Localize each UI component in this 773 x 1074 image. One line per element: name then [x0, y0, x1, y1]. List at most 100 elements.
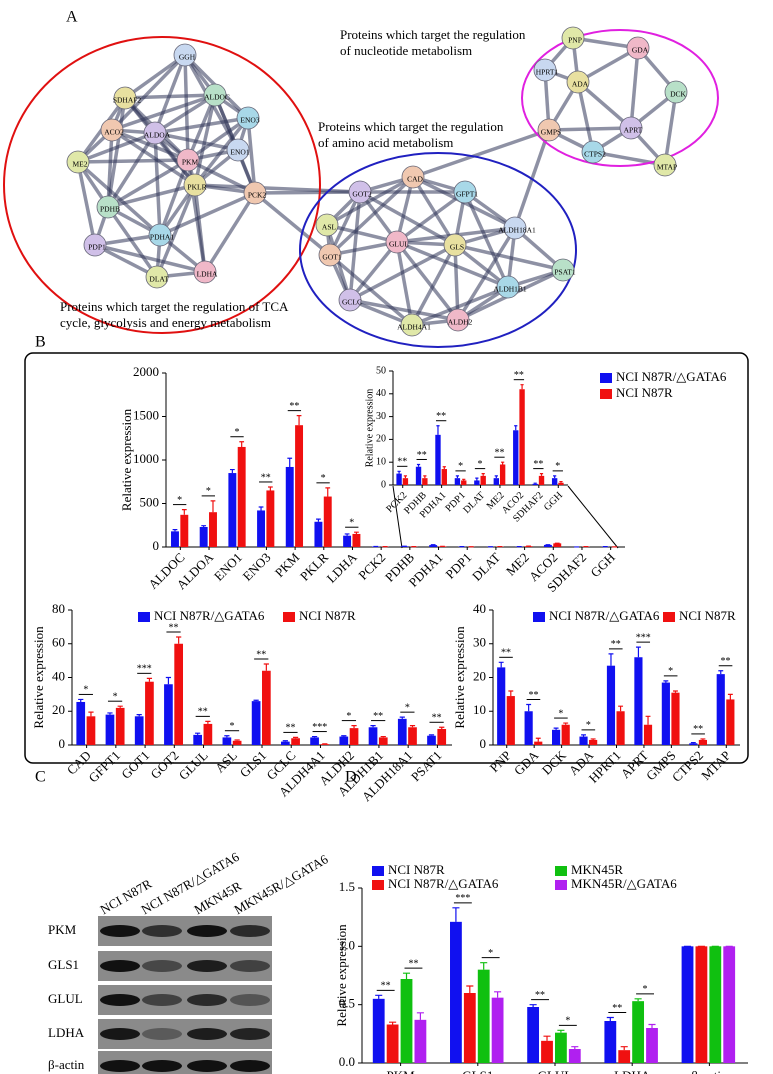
error-bar [648, 1023, 656, 1028]
node-label: PDP1 [88, 243, 106, 252]
node-label: ENO3 [240, 116, 259, 125]
error-bar [341, 735, 347, 737]
bar [134, 716, 144, 745]
node-label: PSAT1 [554, 268, 576, 277]
error-bar [442, 466, 446, 470]
y-tick-label: 40 [52, 668, 65, 683]
bar [435, 434, 441, 485]
x-tick-label: GLS1 [237, 748, 270, 781]
bar [262, 670, 271, 745]
significance-label: * [349, 518, 354, 529]
x-tick-label: GFPT1 [85, 748, 123, 786]
bar [285, 466, 294, 547]
edge [348, 191, 362, 301]
significance-label: * [643, 984, 648, 995]
node-label: GDA [632, 46, 649, 55]
error-bar [311, 735, 318, 738]
blot-band [100, 994, 140, 1006]
error-bar [78, 698, 84, 702]
error-bar [475, 477, 479, 481]
bar [402, 478, 409, 485]
protein-node [446, 308, 470, 332]
edge [111, 128, 189, 162]
significance-label: ** [528, 690, 538, 701]
error-bar [234, 739, 240, 741]
error-bar [466, 985, 474, 993]
bar [310, 737, 319, 745]
blot-band [142, 1028, 182, 1040]
bar [513, 430, 519, 485]
bar [437, 728, 447, 745]
blot-band [230, 925, 270, 937]
legend-swatch [555, 866, 567, 876]
bar [414, 1019, 427, 1063]
edge [454, 243, 564, 272]
error-bar [263, 663, 269, 671]
bar [266, 490, 275, 547]
protein-node [496, 275, 520, 299]
bar [646, 1028, 658, 1063]
y-tick-label: 50 [376, 365, 386, 376]
y-tick-label: 20 [473, 668, 486, 683]
significance-label: ** [612, 1003, 622, 1014]
error-bar [423, 475, 427, 479]
error-bar [287, 457, 293, 467]
error-bar [165, 676, 172, 685]
blot-band [187, 994, 227, 1006]
edge [411, 285, 509, 327]
bar [368, 727, 378, 745]
bar [193, 734, 203, 745]
y-tick-label: 10 [376, 456, 386, 467]
protein-node [537, 118, 561, 142]
protein-node [145, 265, 169, 289]
protein-node [148, 223, 172, 247]
bar [397, 718, 407, 745]
y-tick-label: 20 [376, 434, 386, 445]
protein-node [566, 70, 590, 94]
x-tick-label: PSAT1 [408, 748, 445, 785]
y-tick-label: 500 [140, 494, 160, 509]
node-label: ALDH1B1 [493, 285, 527, 294]
edge [193, 116, 250, 187]
protein-node [173, 43, 197, 67]
protein-node [581, 140, 605, 164]
blot-band [230, 1028, 270, 1040]
protein-node [315, 213, 339, 237]
error-bar [344, 533, 350, 536]
bar [616, 711, 625, 745]
bar [477, 969, 490, 1063]
bar [222, 737, 232, 745]
legend-label: NCI N87R/△GATA6 [549, 608, 660, 623]
y-tick-label: 0.5 [339, 996, 355, 1011]
blot-band [100, 925, 140, 937]
node-label: GOT2 [352, 190, 371, 199]
y-tick-label: 40 [376, 388, 386, 399]
legend-label: MKN45R/△GATA6 [571, 876, 677, 891]
bar [209, 512, 217, 547]
node-label: ACO2 [104, 128, 124, 137]
blot-band [142, 925, 182, 937]
panel-label: A [66, 9, 78, 26]
error-bar [282, 740, 288, 742]
node-label: ADA [572, 80, 589, 89]
significance-label: ** [514, 370, 524, 381]
blot-band [142, 1060, 182, 1072]
significance-label: ** [721, 656, 731, 667]
protein-node [653, 153, 677, 177]
node-label: DLAT [149, 275, 169, 284]
protein-node [619, 116, 643, 140]
bar [480, 475, 486, 485]
error-bar [539, 473, 544, 476]
error-bar [210, 500, 216, 513]
bar [497, 667, 506, 745]
error-bar [296, 415, 302, 426]
error-bar [375, 994, 383, 999]
y-tick-label: 1500 [133, 407, 159, 422]
bar [499, 464, 506, 485]
significance-label: ** [417, 450, 427, 461]
y-tick-label: 0 [153, 538, 160, 553]
node-label: CAD [407, 175, 423, 184]
error-bar [508, 690, 514, 697]
error-bar [535, 737, 541, 742]
legend-swatch [663, 612, 675, 622]
